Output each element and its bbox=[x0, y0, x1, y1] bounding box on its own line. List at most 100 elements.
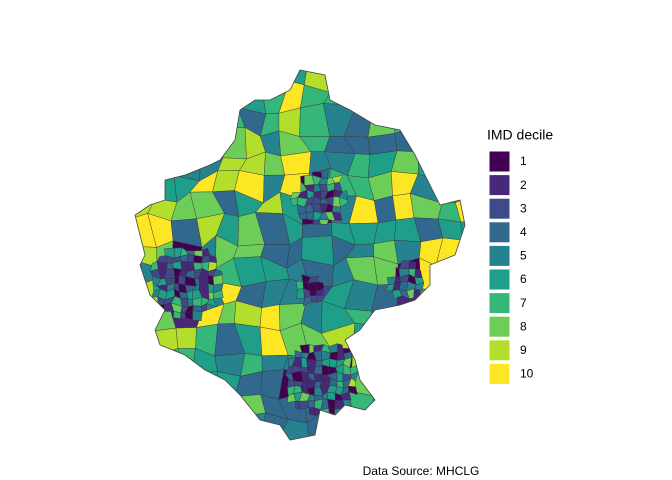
map-area bbox=[369, 436, 401, 440]
legend-label: 6 bbox=[520, 272, 527, 286]
map-area bbox=[371, 306, 398, 335]
map-area bbox=[376, 346, 399, 375]
map-area bbox=[464, 157, 465, 181]
map-area bbox=[406, 288, 415, 300]
map-area bbox=[373, 373, 398, 399]
legend-label: 5 bbox=[520, 249, 527, 263]
map-area bbox=[375, 326, 399, 354]
map-area bbox=[208, 283, 214, 293]
map-area bbox=[331, 211, 343, 221]
map-area bbox=[301, 222, 333, 238]
map-area bbox=[310, 295, 320, 303]
map-area bbox=[168, 127, 202, 156]
map-area bbox=[391, 350, 421, 375]
map-area bbox=[414, 419, 443, 440]
map-area bbox=[458, 413, 465, 440]
map-area bbox=[206, 298, 218, 308]
map-area bbox=[439, 70, 465, 87]
map-area bbox=[438, 367, 462, 399]
map-area bbox=[455, 367, 465, 399]
map-area bbox=[347, 386, 358, 395]
map-area bbox=[309, 436, 330, 440]
map-area bbox=[146, 124, 176, 159]
map-area bbox=[435, 263, 465, 291]
map-area bbox=[235, 412, 266, 439]
legend-label: 7 bbox=[520, 296, 527, 310]
map-area bbox=[156, 436, 181, 440]
map-area bbox=[462, 236, 465, 267]
map-area bbox=[374, 195, 397, 224]
map-area bbox=[213, 289, 224, 300]
map-area bbox=[280, 151, 312, 176]
map-area bbox=[146, 155, 175, 177]
map-area bbox=[306, 358, 317, 368]
map-area bbox=[411, 439, 445, 440]
map-area bbox=[148, 70, 181, 88]
legend-label: 9 bbox=[520, 343, 527, 357]
map-area bbox=[179, 87, 200, 108]
map-area bbox=[135, 376, 154, 398]
map-area bbox=[433, 131, 465, 160]
legend-label: 2 bbox=[520, 178, 527, 192]
map-area bbox=[392, 305, 421, 335]
map-area bbox=[458, 70, 465, 90]
map-area bbox=[366, 70, 400, 87]
map-area bbox=[175, 105, 200, 132]
map-area bbox=[168, 414, 201, 440]
map-area bbox=[193, 70, 222, 93]
map-area bbox=[199, 417, 222, 440]
map-area bbox=[433, 113, 465, 135]
map-area bbox=[135, 324, 149, 356]
map-area bbox=[198, 105, 221, 132]
map-area bbox=[176, 70, 200, 93]
map-area bbox=[314, 381, 322, 388]
map-area bbox=[387, 437, 416, 440]
map-area bbox=[315, 287, 324, 296]
map-area bbox=[135, 410, 159, 440]
map-area bbox=[388, 410, 419, 440]
legend-swatch bbox=[488, 197, 511, 220]
legend-swatch bbox=[488, 244, 511, 267]
map-area bbox=[217, 393, 237, 418]
map-area bbox=[179, 291, 188, 299]
map-area bbox=[460, 395, 465, 419]
legend-label: 8 bbox=[520, 319, 527, 333]
legend-swatch bbox=[488, 315, 511, 338]
map-area bbox=[168, 388, 201, 423]
map-area bbox=[233, 243, 266, 259]
map-area bbox=[180, 298, 189, 307]
map-area bbox=[156, 410, 181, 440]
map-area bbox=[437, 412, 462, 440]
map-area bbox=[201, 303, 207, 313]
map-area bbox=[135, 84, 153, 112]
map-area bbox=[150, 84, 181, 112]
map-area bbox=[415, 389, 443, 424]
map-area bbox=[453, 133, 465, 160]
map-area bbox=[438, 347, 457, 369]
map-area bbox=[198, 127, 224, 159]
map-area bbox=[343, 436, 378, 440]
map-area bbox=[439, 280, 465, 314]
map-area bbox=[135, 432, 159, 440]
map-area bbox=[218, 417, 237, 440]
legend-swatch bbox=[488, 174, 511, 197]
map-area bbox=[432, 150, 465, 181]
map-area bbox=[135, 108, 153, 128]
legend-swatch bbox=[488, 362, 511, 385]
map-area bbox=[349, 82, 374, 106]
legend-swatch bbox=[488, 292, 511, 315]
map-area bbox=[417, 150, 435, 179]
map-area bbox=[135, 354, 154, 378]
map-area bbox=[439, 83, 465, 115]
map-area bbox=[457, 441, 487, 464]
map-area bbox=[260, 70, 290, 84]
map-area bbox=[352, 322, 378, 349]
map-area bbox=[148, 348, 180, 378]
map-area bbox=[340, 391, 352, 401]
map-area bbox=[261, 437, 282, 440]
map-area bbox=[295, 400, 300, 410]
map-area bbox=[135, 392, 159, 415]
legend-swatch bbox=[488, 268, 511, 291]
map-area bbox=[306, 211, 314, 221]
map-area bbox=[234, 435, 265, 440]
